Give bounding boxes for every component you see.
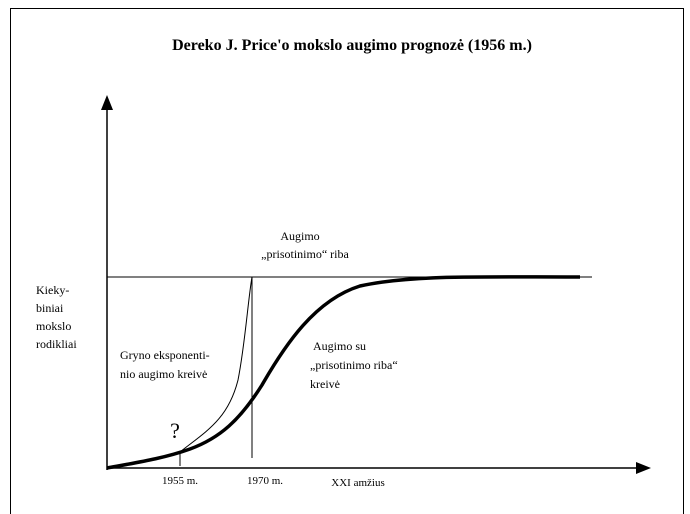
x-arrow [636,462,651,474]
title: Dereko J. Price'o mokslo augimo prognozė… [172,37,532,54]
x-label: 1970 m. [247,475,283,487]
y-label: biniai [36,301,64,315]
exponential-label: nio augimo kreivė [120,367,207,381]
exponential-label: Gryno eksponenti- [120,348,210,362]
y-label: mokslo [36,319,71,333]
logistic-label: Augimo su [313,339,366,353]
logistic-label: kreivė [310,377,340,391]
question-mark: ? [170,418,180,443]
limit-label: Augimo [280,229,319,243]
limit-label: „prisotinimo“ riba [261,247,349,261]
y-label: rodikliai [36,337,77,351]
logistic-label: „prisotinimo riba“ [310,358,398,372]
exponential-curve [179,276,253,453]
x-label: XXI amžius [331,477,384,489]
frame [10,8,684,514]
y-label: Kieky- [36,283,69,297]
logistic-curve [106,275,581,470]
y-arrow [101,95,113,110]
x-label: 1955 m. [162,475,198,487]
